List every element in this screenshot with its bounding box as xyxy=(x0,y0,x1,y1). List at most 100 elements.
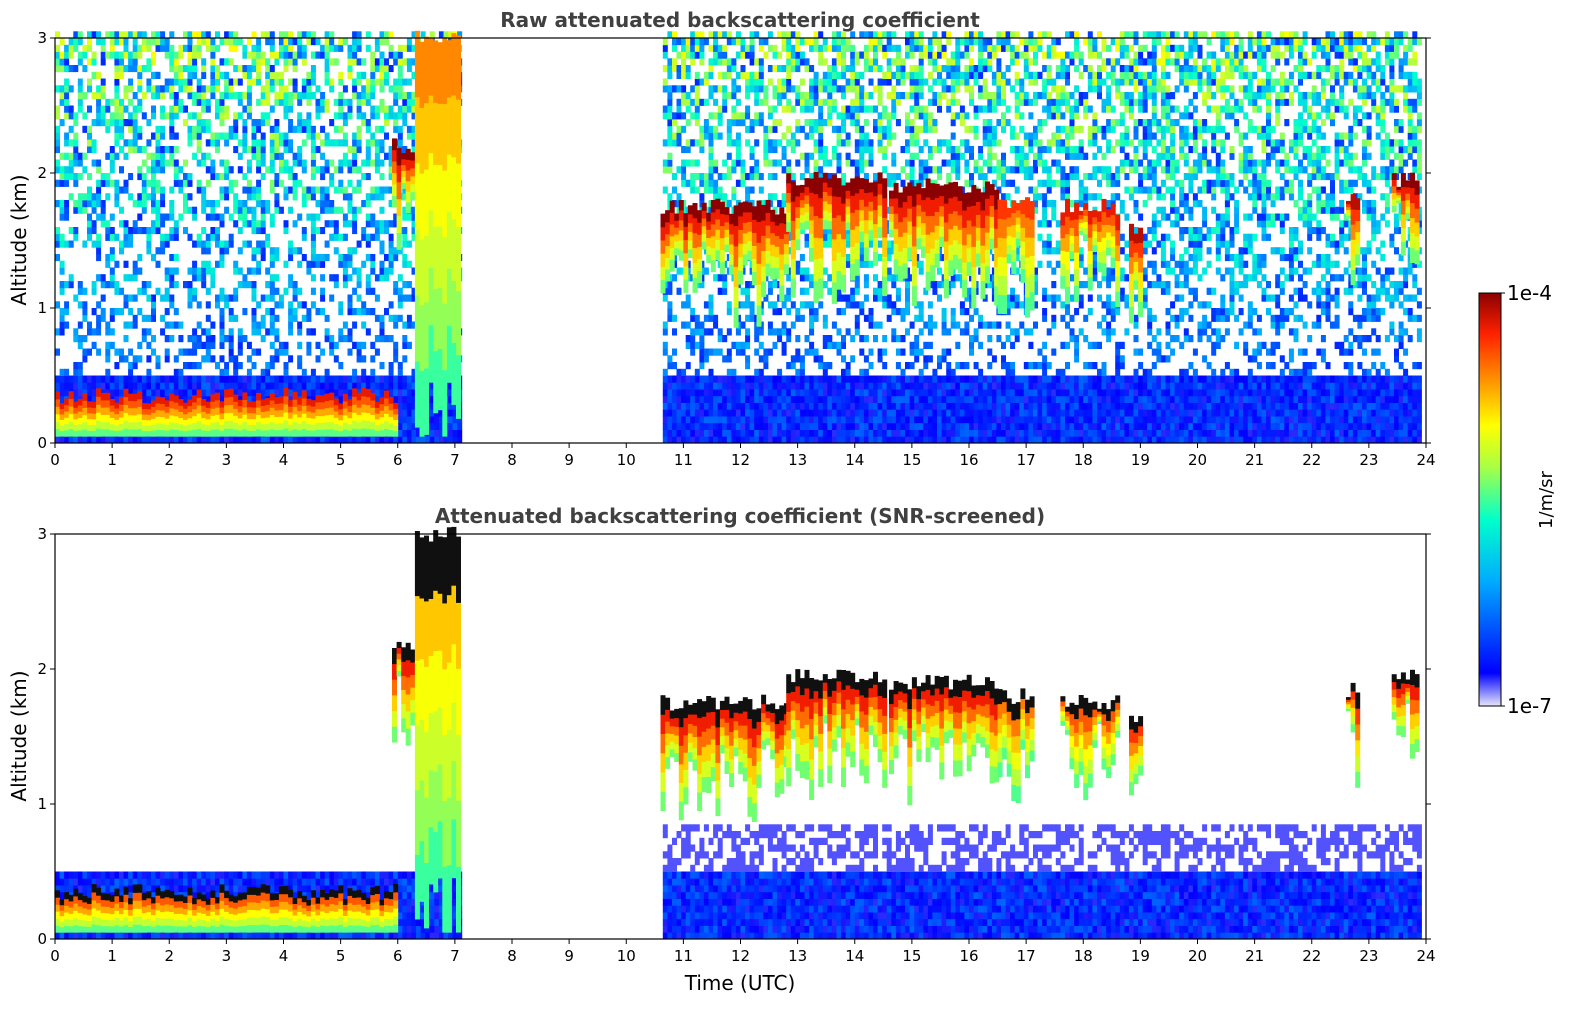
heatmap-cell xyxy=(329,436,335,444)
heatmap-cell xyxy=(374,58,380,66)
heatmap-cell xyxy=(100,308,106,316)
heatmap-cell xyxy=(265,281,271,289)
heatmap-cell xyxy=(722,395,728,403)
heatmap-cell xyxy=(886,382,892,390)
heatmap-cell xyxy=(836,58,842,66)
heatmap-cell xyxy=(818,58,824,66)
heatmap-cell xyxy=(662,294,668,302)
heatmap-cell xyxy=(863,382,869,390)
heatmap-cell xyxy=(735,71,741,79)
heatmap-cell xyxy=(128,58,134,66)
heatmap-cell xyxy=(192,65,198,73)
heatmap-cell xyxy=(672,429,677,437)
heatmap-cell xyxy=(169,65,175,73)
heatmap-cell xyxy=(831,38,837,46)
heatmap-cell xyxy=(699,179,705,187)
heatmap-cell xyxy=(722,51,728,59)
heatmap-cell xyxy=(749,314,755,322)
heatmap-cell xyxy=(320,98,326,106)
heatmap-cell xyxy=(374,227,380,235)
heatmap-cell xyxy=(384,71,389,79)
heatmap-cell xyxy=(672,436,677,444)
heatmap-cell xyxy=(173,92,179,100)
heatmap-cell xyxy=(745,436,751,444)
heatmap-cell xyxy=(749,166,755,174)
heatmap-cell xyxy=(448,416,453,424)
heatmap-cell xyxy=(731,416,737,424)
heatmap-cell xyxy=(804,335,810,343)
heatmap-cell xyxy=(237,328,243,336)
heatmap-cell xyxy=(201,240,207,248)
heatmap-cell xyxy=(333,247,339,255)
heatmap-cell xyxy=(813,92,819,100)
heatmap-cell xyxy=(754,429,760,437)
heatmap-cell xyxy=(457,416,463,424)
heatmap-cell xyxy=(169,206,175,214)
heatmap-cell xyxy=(790,44,796,52)
heatmap-cell xyxy=(361,321,367,329)
heatmap-cell xyxy=(151,166,156,174)
heatmap-cell xyxy=(219,254,225,262)
heatmap-cell xyxy=(781,85,787,93)
heatmap-cell xyxy=(137,125,143,133)
heatmap-cell xyxy=(365,85,371,93)
heatmap-cell xyxy=(388,146,394,154)
heatmap-cell xyxy=(406,92,412,100)
heatmap-cell xyxy=(265,206,271,214)
heatmap-cell xyxy=(749,152,755,160)
heatmap-cell xyxy=(297,341,303,349)
heatmap-cell xyxy=(850,105,856,113)
heatmap-cell xyxy=(818,375,824,383)
heatmap-cell xyxy=(854,146,860,154)
heatmap-cell xyxy=(183,173,188,181)
heatmap-cell xyxy=(329,348,335,356)
heatmap-cell xyxy=(452,422,458,430)
heatmap-cell xyxy=(123,119,129,127)
heatmap-cell xyxy=(251,186,257,194)
heatmap-cell xyxy=(667,125,673,133)
heatmap-cell xyxy=(256,193,262,201)
heatmap-cell xyxy=(59,368,65,376)
heatmap-cell xyxy=(274,355,280,363)
heatmap-cell xyxy=(443,436,449,444)
heatmap-cell xyxy=(315,51,321,59)
heatmap-cell xyxy=(868,146,874,154)
heatmap-cell xyxy=(708,31,714,39)
heatmap-cell xyxy=(863,58,869,66)
heatmap-cell xyxy=(260,220,266,228)
heatmap-cell xyxy=(109,436,115,444)
heatmap-cell xyxy=(320,51,326,59)
heatmap-cell xyxy=(731,186,737,194)
heatmap-cell xyxy=(196,240,202,248)
heatmap-cell xyxy=(818,132,824,140)
heatmap-cell xyxy=(388,85,394,93)
heatmap-cell xyxy=(151,132,156,140)
heatmap-cell xyxy=(82,193,88,201)
heatmap-cell xyxy=(192,51,198,59)
heatmap-cell xyxy=(690,348,696,356)
heatmap-cell xyxy=(269,166,275,174)
heatmap-cell xyxy=(320,186,326,194)
heatmap-cell xyxy=(726,409,732,417)
heatmap-cell xyxy=(119,348,124,356)
heatmap-cell xyxy=(699,375,705,383)
heatmap-cell xyxy=(850,294,856,302)
heatmap-cell xyxy=(708,328,714,336)
heatmap-cell xyxy=(667,362,673,370)
heatmap-cell xyxy=(804,402,810,410)
heatmap-cell xyxy=(155,44,161,52)
heatmap-cell xyxy=(260,206,266,214)
heatmap-cell xyxy=(205,152,211,160)
heatmap-cell xyxy=(361,233,367,241)
heatmap-cell xyxy=(356,274,362,282)
heatmap-cell xyxy=(210,44,216,52)
heatmap-cell xyxy=(310,254,316,262)
heatmap-cell xyxy=(109,267,115,275)
heatmap-cell xyxy=(114,389,120,397)
heatmap-cell xyxy=(681,146,687,154)
heatmap-cell xyxy=(228,44,234,52)
heatmap-cell xyxy=(233,119,239,127)
heatmap-cell xyxy=(288,328,294,336)
heatmap-cell xyxy=(754,31,760,39)
heatmap-cell xyxy=(196,335,202,343)
